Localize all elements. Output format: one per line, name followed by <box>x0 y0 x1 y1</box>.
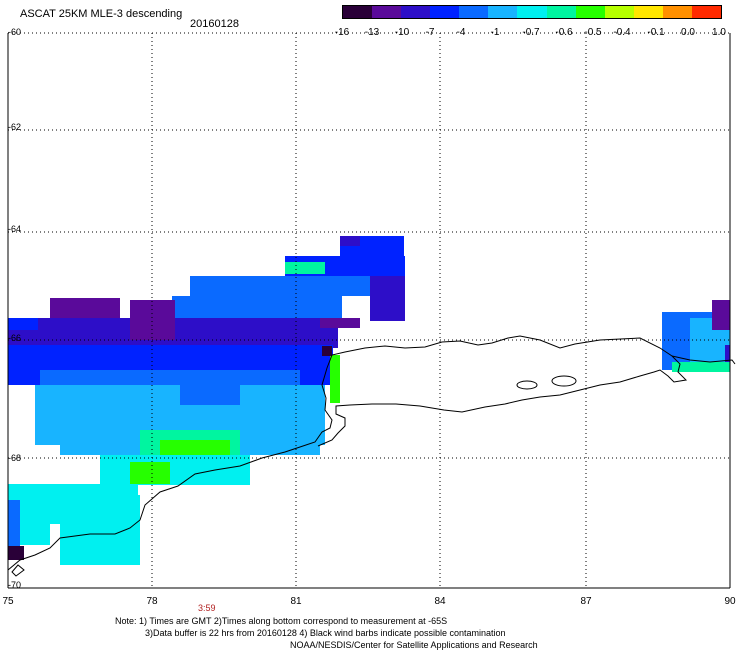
swath-cell <box>725 345 730 370</box>
colorbar-segment <box>662 6 692 18</box>
longitude-label: 75 <box>2 596 14 607</box>
coastline <box>7 335 688 571</box>
longitude-label: 90 <box>724 596 736 607</box>
note-line-3: NOAA/NESDIS/Center for Satellite Applica… <box>290 640 538 650</box>
colorbar-label: -0.4 <box>613 27 631 38</box>
swath-cell <box>8 546 24 560</box>
colorbar-segment <box>604 6 634 18</box>
colorbar-segment <box>343 6 373 18</box>
colorbar-segment <box>575 6 605 18</box>
swath-cell <box>320 318 360 328</box>
swath-cell <box>672 362 730 372</box>
swath-cell <box>130 462 170 484</box>
colorbar-label: -7 <box>425 27 435 38</box>
map-date: 20160128 <box>190 18 239 30</box>
swath-cell <box>340 236 360 246</box>
coast-island-small <box>516 380 538 390</box>
colorbar-label: -1 <box>490 27 500 38</box>
colorbar-segment <box>488 6 518 18</box>
graticule <box>7 32 731 589</box>
colorbar-segment <box>517 6 547 18</box>
latitude-label: -68 <box>8 453 22 463</box>
swath-cell <box>330 355 340 403</box>
longitude-label: 78 <box>146 596 158 607</box>
latitude-label: -70 <box>8 580 22 590</box>
coast-west-island <box>11 564 25 577</box>
swath-cell <box>285 262 325 274</box>
swath-cell <box>8 500 20 550</box>
latitude-label: -62 <box>8 122 22 132</box>
coastline-east <box>671 355 736 365</box>
ascat-swath-cells <box>8 236 730 565</box>
colorbar-segment <box>459 6 489 18</box>
swath-cell <box>60 495 140 565</box>
time-label: 3:59 <box>198 603 216 613</box>
colorbar-label: -10 <box>394 27 410 38</box>
colorbar-label: -16 <box>334 27 350 38</box>
swath-cell <box>370 276 405 321</box>
latitude-label: -60 <box>8 27 22 37</box>
latitude-label: -66 <box>8 333 22 343</box>
swath-cell <box>712 300 730 330</box>
colorbar-segment <box>401 6 431 18</box>
longitude-label: 87 <box>580 596 592 607</box>
colorbar-segment <box>430 6 460 18</box>
latitude-label: -64 <box>8 224 22 234</box>
swath-cell <box>322 346 332 356</box>
colorbar <box>342 5 722 19</box>
swath-cell <box>190 276 405 296</box>
swath-cell <box>8 318 38 330</box>
colorbar-label: 1.0 <box>712 27 726 38</box>
colorbar-segment <box>372 6 402 18</box>
coast-island <box>551 375 577 387</box>
note-line-1: Note: 1) Times are GMT 2)Times along bot… <box>115 616 448 626</box>
swath-cell <box>20 495 50 545</box>
colorbar-segment <box>691 6 722 18</box>
colorbar-segment <box>633 6 663 18</box>
longitude-label: 81 <box>290 596 302 607</box>
longitude-label: 84 <box>434 596 446 607</box>
colorbar-segment <box>546 6 576 18</box>
swath-cell <box>100 455 250 485</box>
colorbar-label: -0.7 <box>522 27 540 38</box>
map-title: ASCAT 25KM MLE-3 descending <box>20 8 183 20</box>
note-line-2: 3)Data buffer is 22 hrs from 20160128 4)… <box>145 628 506 638</box>
